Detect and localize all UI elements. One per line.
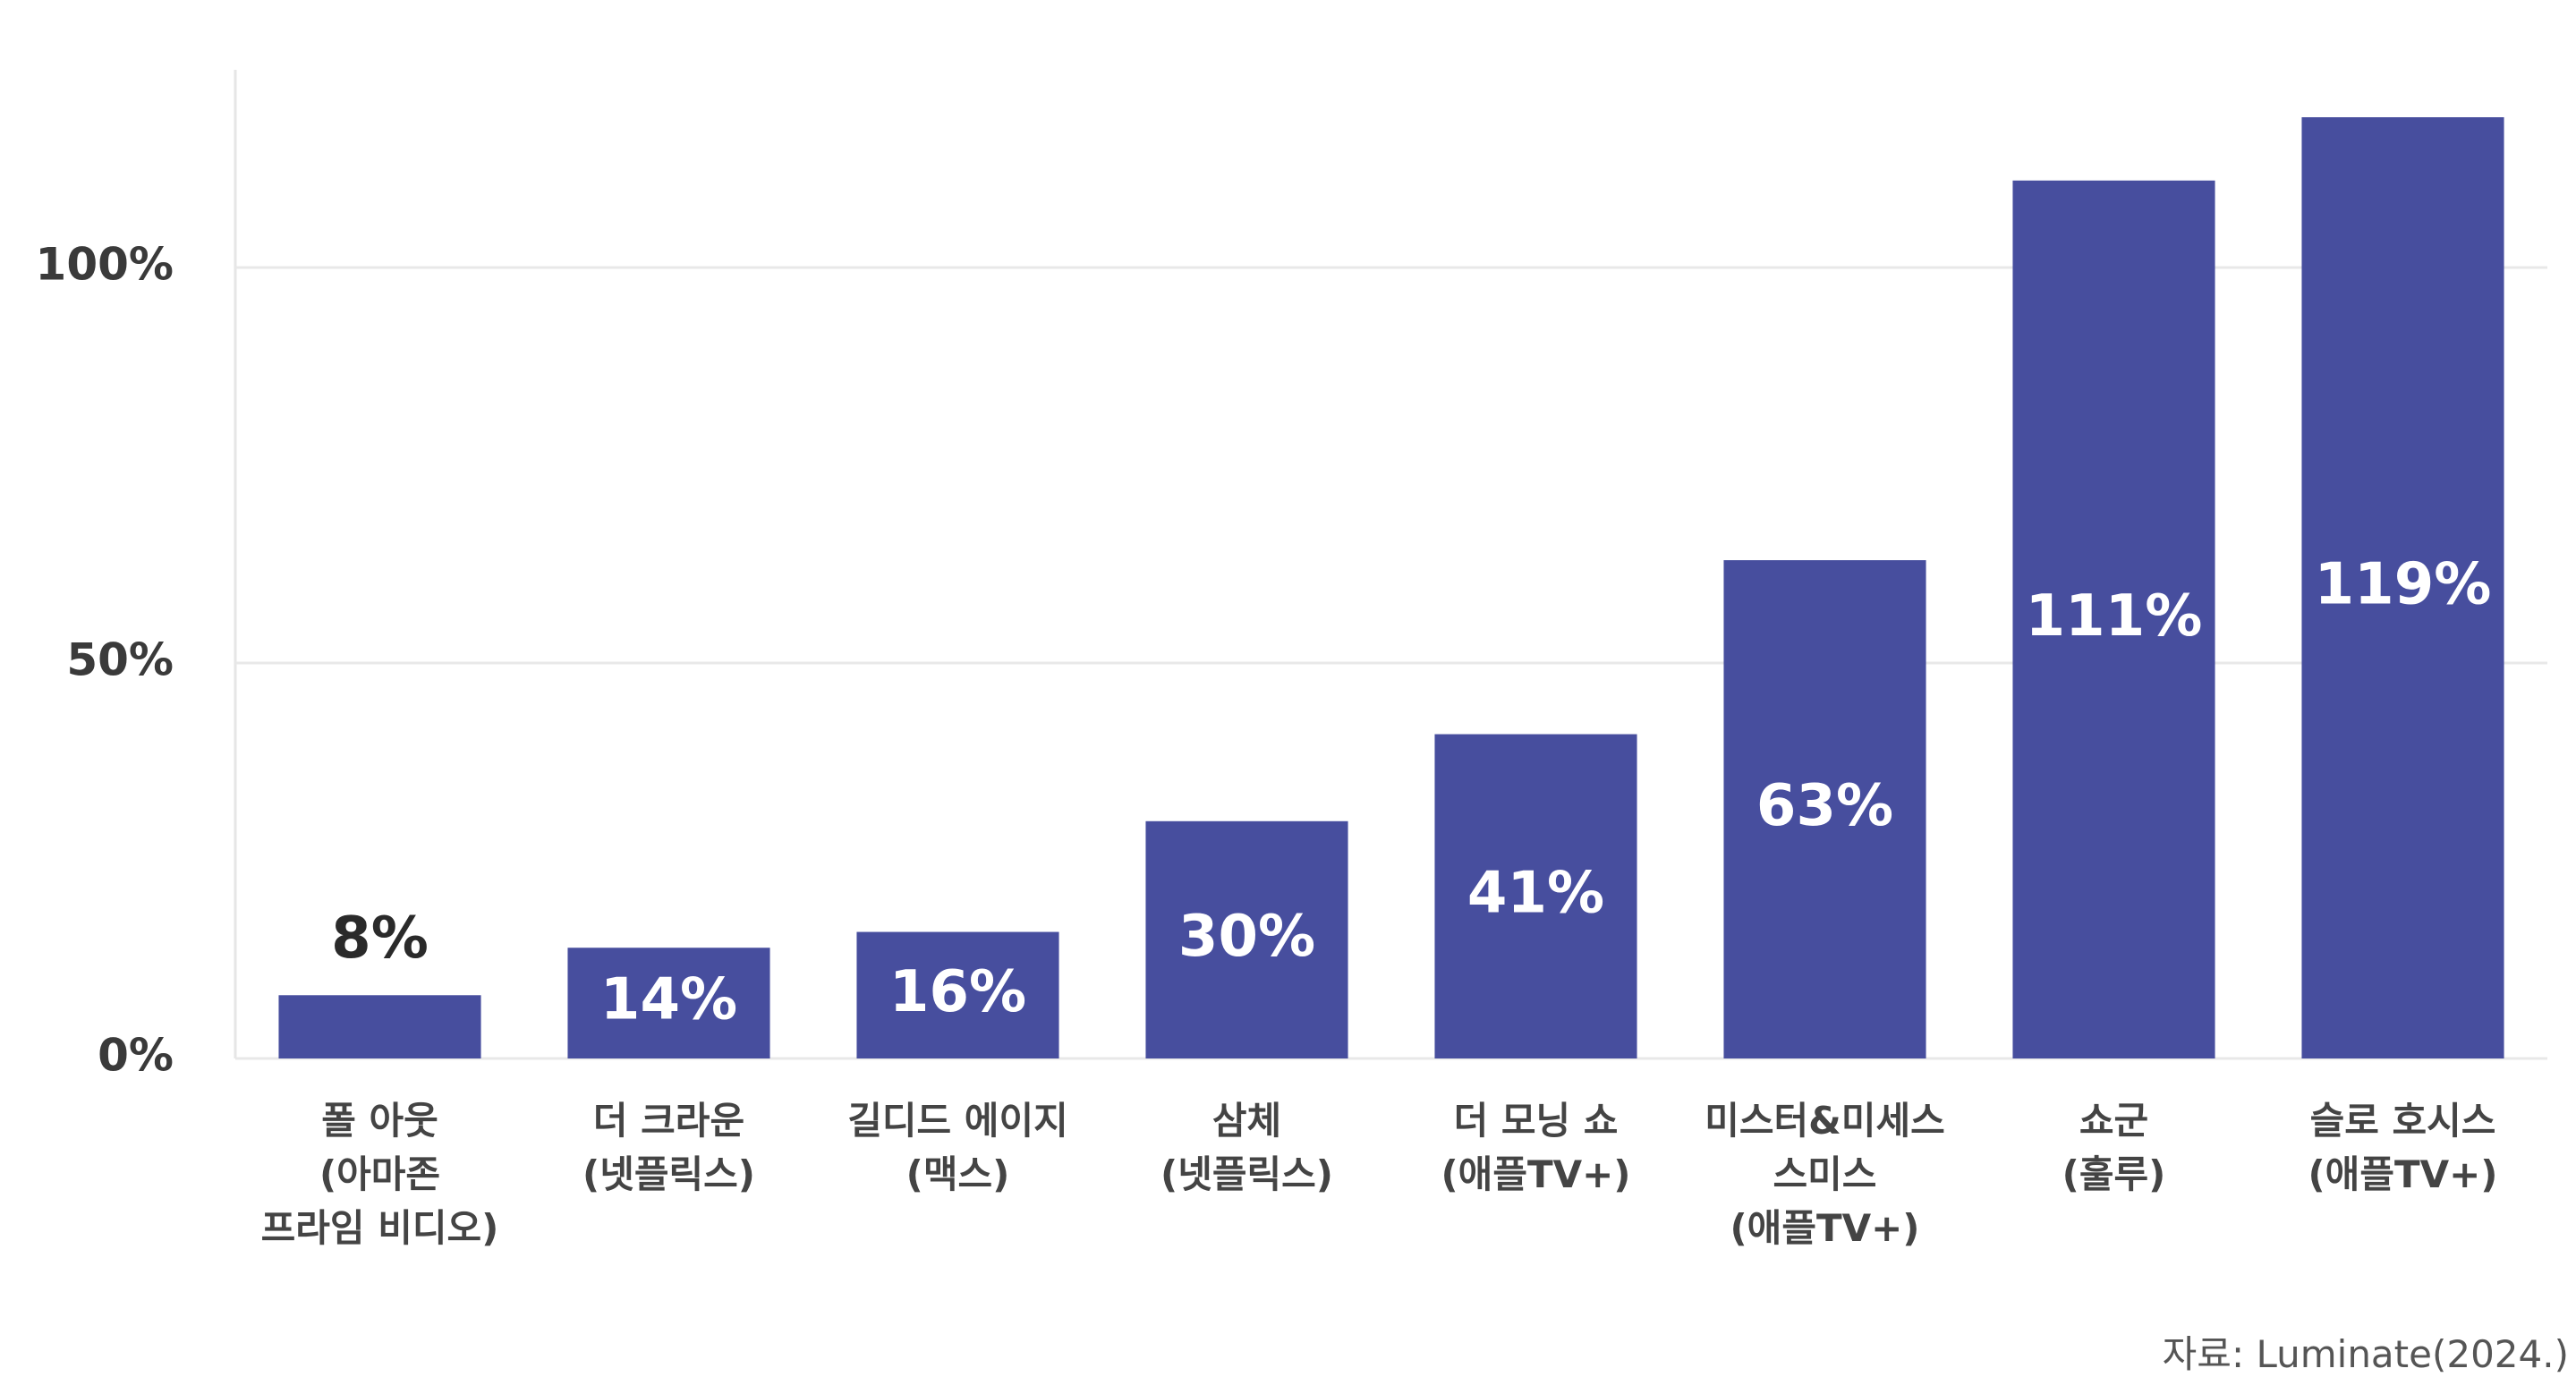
y-tick-label: 50% xyxy=(66,634,174,686)
bar xyxy=(1434,734,1637,1058)
value-label: 16% xyxy=(889,959,1026,1025)
x-tick-label: 삼체 (넷플릭스) xyxy=(1160,1099,1333,1196)
bar xyxy=(567,948,770,1058)
x-tick-label: 길디드 에이지 (맥스) xyxy=(847,1099,1068,1196)
x-tick-label: 미스터&미세스 스미스 (애플TV+) xyxy=(1705,1099,1945,1250)
bar xyxy=(1723,560,1926,1058)
x-tick-label: 쇼군 (훌루) xyxy=(2062,1099,2166,1196)
x-tick-label: 슬로 호시스 (애플TV+) xyxy=(2308,1099,2498,1196)
value-label: 111% xyxy=(2026,583,2203,650)
bar xyxy=(278,995,481,1058)
x-tick-label: 더 모닝 쇼 (애플TV+) xyxy=(1441,1099,1631,1196)
y-tick-label: 100% xyxy=(36,239,174,291)
y-tick-label: 0% xyxy=(98,1030,174,1082)
bar xyxy=(2012,180,2215,1058)
x-tick-label: 더 크라운 (넷플릭스) xyxy=(582,1099,755,1196)
bar xyxy=(2301,117,2504,1058)
value-label: 14% xyxy=(600,967,737,1033)
value-label: 119% xyxy=(2315,552,2492,618)
value-label: 30% xyxy=(1178,904,1315,970)
bar xyxy=(1145,820,1348,1058)
x-tick-label: 폴 아웃 (아마존 프라임 비디오) xyxy=(260,1099,499,1250)
source-note: 자료: Luminate(2024.) xyxy=(2162,1332,2569,1376)
bar xyxy=(856,931,1059,1058)
value-label: 8% xyxy=(331,905,429,972)
value-label: 63% xyxy=(1756,773,1893,839)
value-label: 41% xyxy=(1467,860,1604,926)
